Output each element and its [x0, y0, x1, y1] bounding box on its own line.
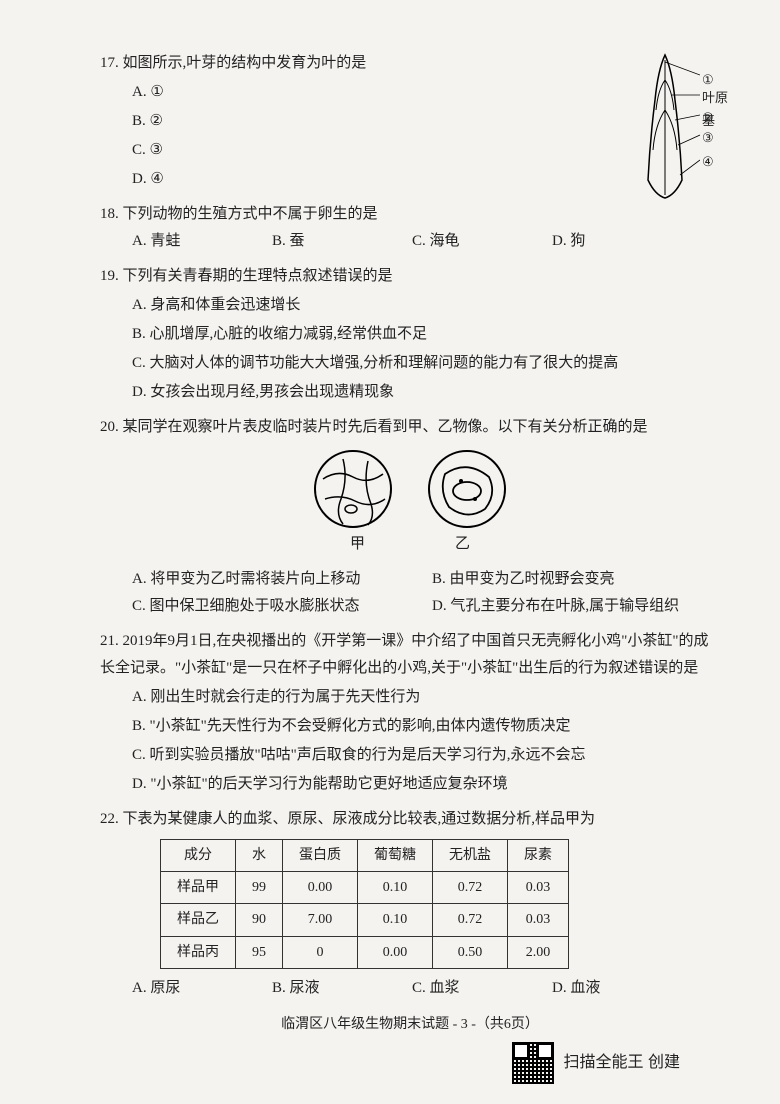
cap-yi: 乙	[455, 531, 470, 558]
q21-opt-d: D. "小茶缸"的后天学习行为能帮助它更好地适应复杂环境	[132, 771, 720, 798]
bud-svg	[630, 50, 700, 200]
q20-text: 某同学在观察叶片表皮临时装片时先后看到甲、乙物像。以下有关分析正确的是	[123, 419, 648, 435]
q19-num: 19.	[100, 268, 119, 284]
q20-opt-d: D. 气孔主要分布在叶脉,属于输导组织	[432, 593, 679, 620]
cap-jia: 甲	[350, 531, 365, 558]
qr-footer: 扫描全能王 创建	[512, 1042, 680, 1084]
q20-num: 20.	[100, 419, 119, 435]
question-17: 17. 如图所示,叶芽的结构中发育为叶的是 A. ① B. ② C. ③ D. …	[100, 50, 720, 193]
bud-label-4: ③	[702, 126, 714, 149]
q22-opt-b: B. 尿液	[272, 975, 412, 1002]
question-19: 19. 下列有关青春期的生理特点叙述错误的是 A. 身高和体重会迅速增长 B. …	[100, 263, 720, 406]
q20-opt-c: C. 图中保卫细胞处于吸水膨胀状态	[132, 593, 432, 620]
q20-opt-a: A. 将甲变为乙时需将装片向上移动	[132, 566, 432, 593]
q20-opt-b: B. 由甲变为乙时视野会变亮	[432, 566, 615, 593]
question-20: 20. 某同学在观察叶片表皮临时装片时先后看到甲、乙物像。以下有关分析正确的是 …	[100, 414, 720, 620]
q19-opt-c: C. 大脑对人体的调节功能大大增强,分析和理解问题的能力有了很大的提高	[132, 350, 720, 377]
q18-opt-b: B. 蚕	[272, 228, 412, 255]
q18-opt-c: C. 海龟	[412, 228, 552, 255]
table-row: 样品乙 90 7.00 0.10 0.72 0.03	[161, 904, 569, 936]
page-footer: 临渭区八年级生物期末试题 - 3 -（共6页）	[100, 1012, 720, 1037]
q18-opt-d: D. 狗	[552, 228, 692, 255]
q22-text: 下表为某健康人的血浆、原尿、尿液成分比较表,通过数据分析,样品甲为	[123, 811, 596, 827]
cells-figure: 甲 乙	[100, 449, 720, 558]
q18-num: 18.	[100, 206, 119, 222]
q17-num: 17.	[100, 55, 119, 71]
qr-text: 扫描全能王 创建	[564, 1049, 680, 1078]
q19-text: 下列有关青春期的生理特点叙述错误的是	[123, 268, 393, 284]
table-header-row: 成分 水 蛋白质 葡萄糖 无机盐 尿素	[161, 840, 569, 872]
th-5: 尿素	[508, 840, 569, 872]
q18-text: 下列动物的生殖方式中不属于卵生的是	[123, 206, 378, 222]
cell-yi	[427, 449, 507, 529]
question-18: 18. 下列动物的生殖方式中不属于卵生的是 A. 青蛙 B. 蚕 C. 海龟 D…	[100, 201, 720, 255]
q18-opt-a: A. 青蛙	[132, 228, 272, 255]
q19-opt-b: B. 心肌增厚,心脏的收缩力减弱,经常供血不足	[132, 321, 720, 348]
q22-table: 成分 水 蛋白质 葡萄糖 无机盐 尿素 样品甲 99 0.00 0.10 0.7…	[160, 839, 569, 969]
q22-opt-a: A. 原尿	[132, 975, 272, 1002]
cell-jia	[313, 449, 393, 529]
th-4: 无机盐	[433, 840, 508, 872]
question-21: 21. 2019年9月1日,在央视播出的《开学第一课》中介绍了中国首只无壳孵化小…	[100, 628, 720, 798]
th-0: 成分	[161, 840, 236, 872]
th-3: 葡萄糖	[358, 840, 433, 872]
q17-text: 如图所示,叶芽的结构中发育为叶的是	[123, 55, 367, 71]
q22-num: 22.	[100, 811, 119, 827]
table-row: 样品甲 99 0.00 0.10 0.72 0.03	[161, 872, 569, 904]
bud-diagram: ① 叶原基 ② ③ ④	[630, 50, 740, 200]
table-row: 样品丙 95 0 0.00 0.50 2.00	[161, 936, 569, 968]
th-1: 水	[236, 840, 283, 872]
q21-num: 21.	[100, 633, 119, 649]
q19-opt-d: D. 女孩会出现月经,男孩会出现遗精现象	[132, 379, 720, 406]
bud-label-5: ④	[702, 150, 714, 173]
q21-opt-b: B. "小茶缸"先天性行为不会受孵化方式的影响,由体内遗传物质决定	[132, 713, 720, 740]
q22-opt-c: C. 血浆	[412, 975, 552, 1002]
q22-opt-d: D. 血液	[552, 975, 692, 1002]
q19-opt-a: A. 身高和体重会迅速增长	[132, 292, 720, 319]
qr-code-icon	[512, 1042, 554, 1084]
q21-opt-a: A. 刚出生时就会行走的行为属于先天性行为	[132, 684, 720, 711]
question-22: 22. 下表为某健康人的血浆、原尿、尿液成分比较表,通过数据分析,样品甲为 成分…	[100, 806, 720, 1002]
q21-text: 2019年9月1日,在央视播出的《开学第一课》中介绍了中国首只无壳孵化小鸡"小茶…	[100, 633, 709, 676]
q21-opt-c: C. 听到实验员播放"咕咕"声后取食的行为是后天学习行为,永远不会忘	[132, 742, 720, 769]
th-2: 蛋白质	[283, 840, 358, 872]
